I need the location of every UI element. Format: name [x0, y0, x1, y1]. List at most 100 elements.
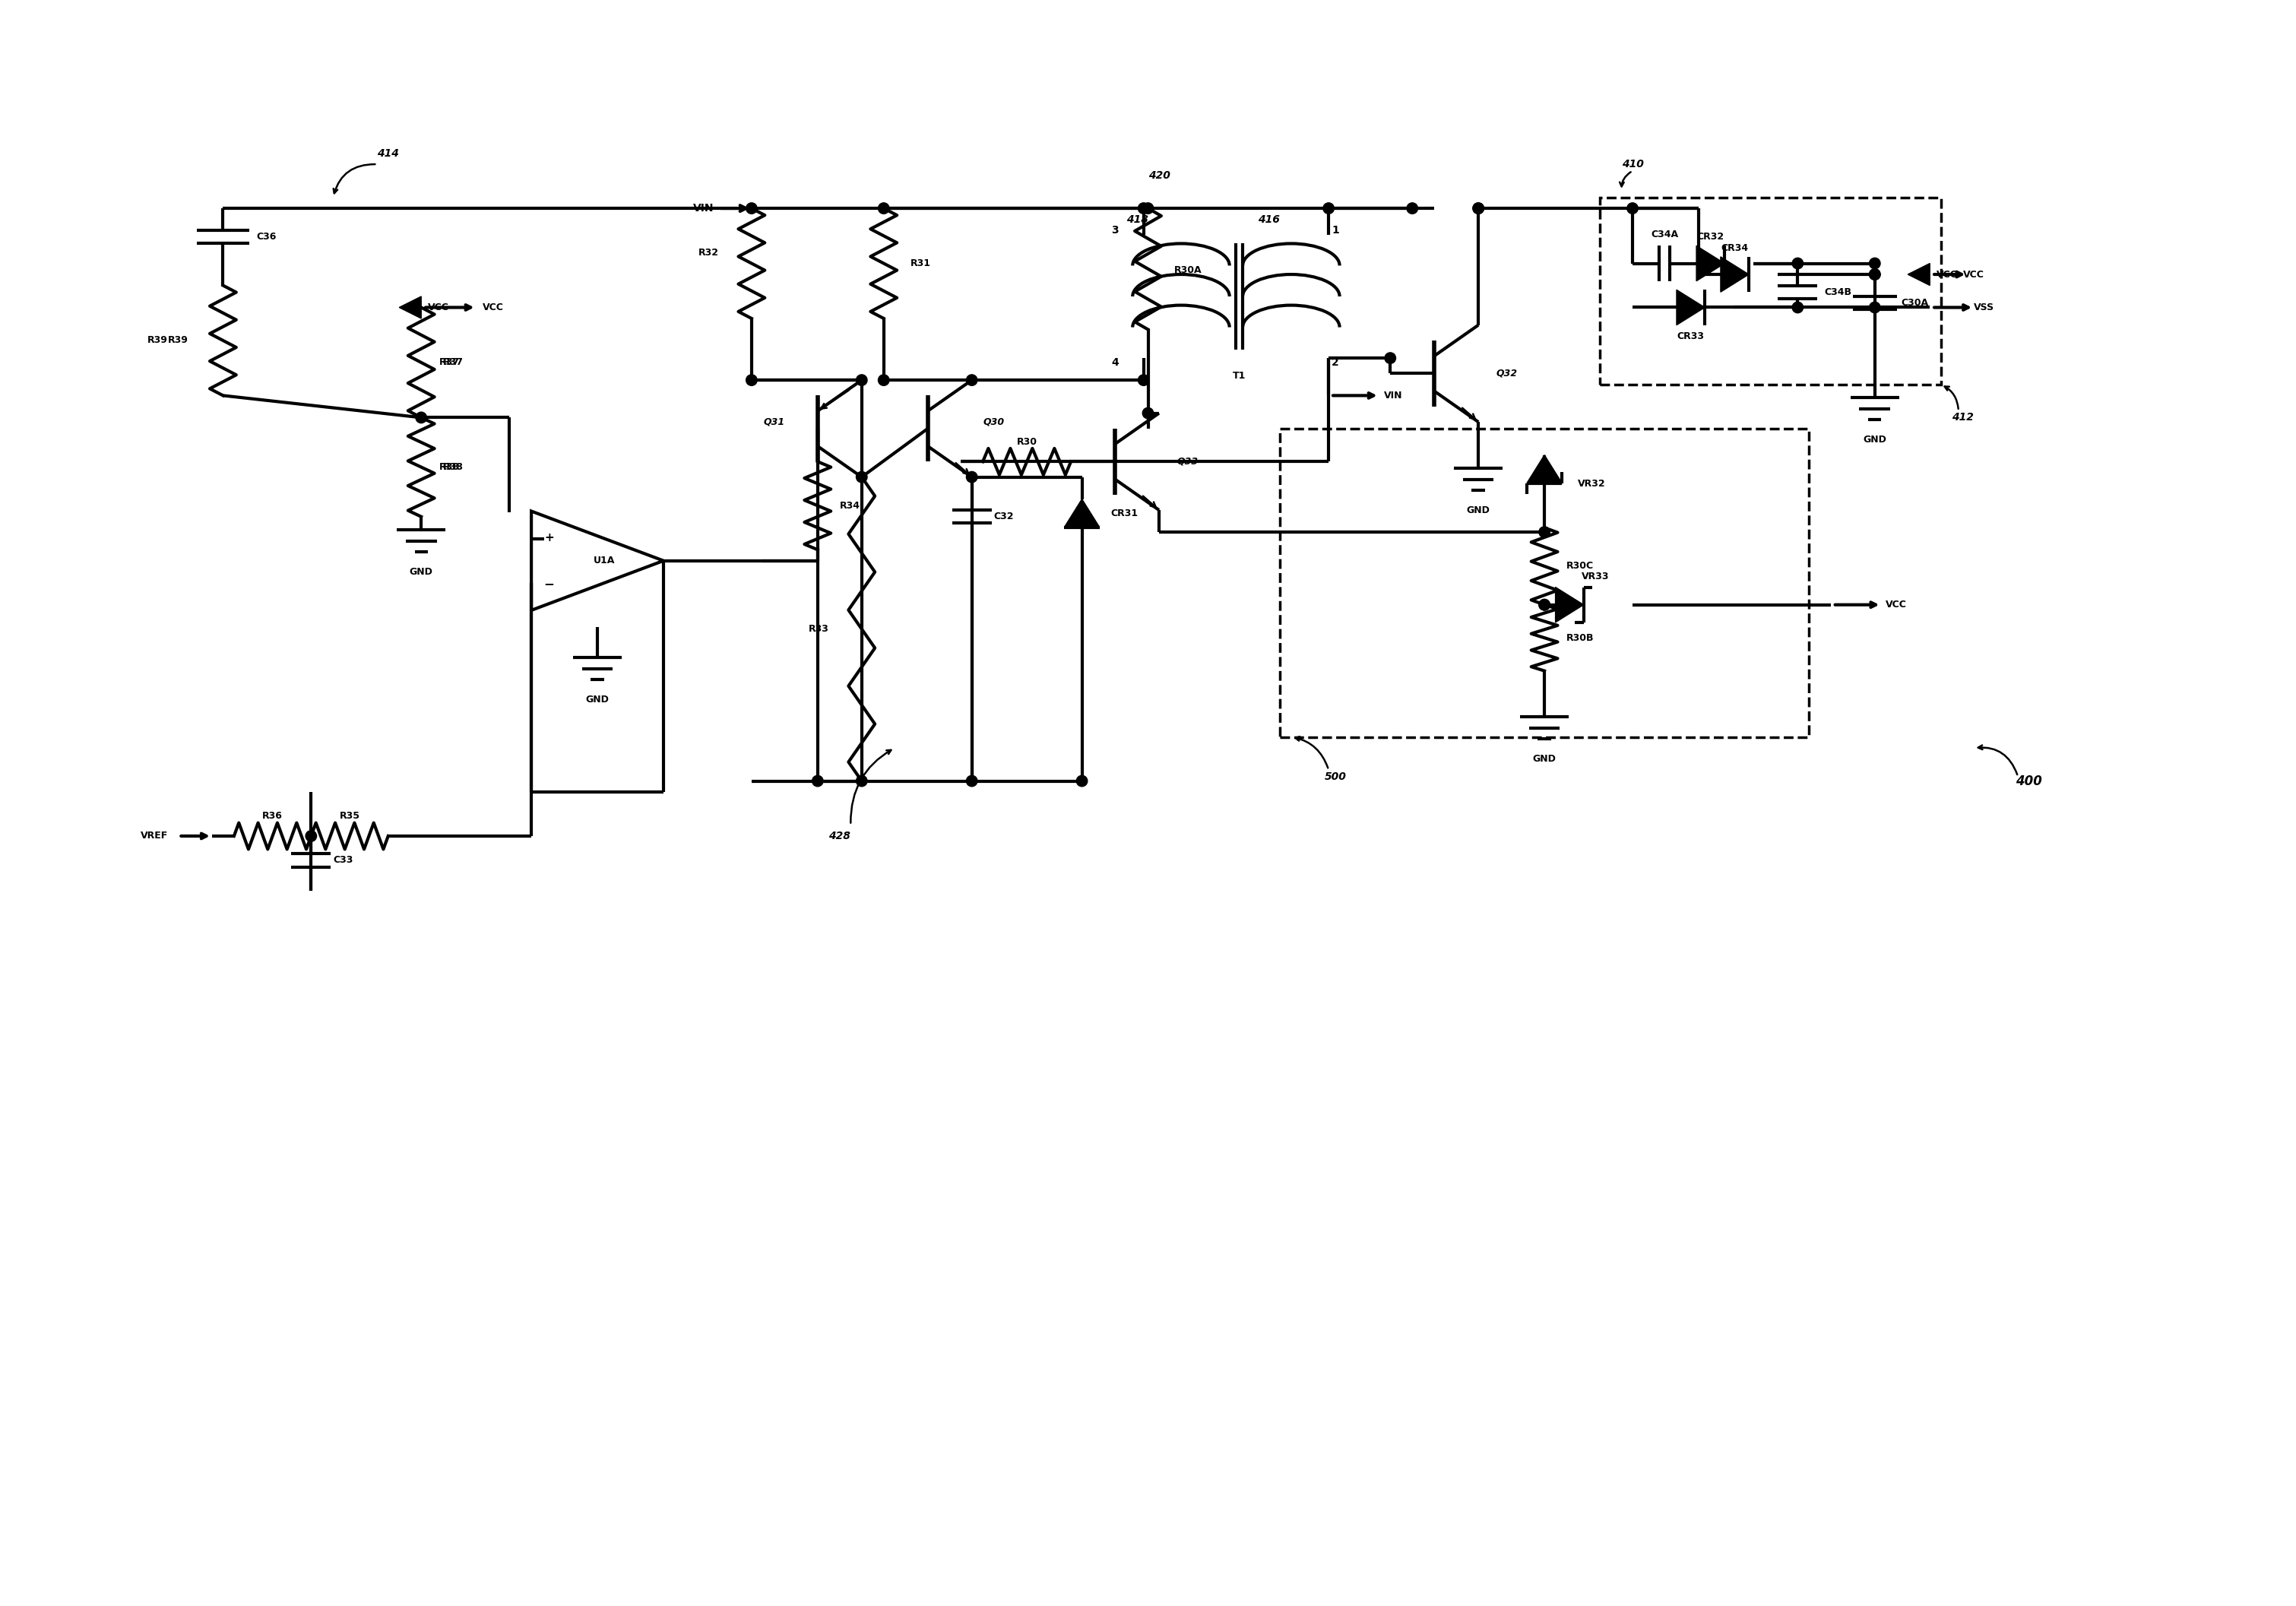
- Circle shape: [1322, 202, 1334, 214]
- Text: VSS: VSS: [1975, 302, 1995, 313]
- Circle shape: [746, 374, 758, 385]
- Text: GND: GND: [585, 694, 608, 705]
- Circle shape: [1869, 302, 1880, 313]
- Circle shape: [1869, 268, 1880, 279]
- Circle shape: [967, 472, 978, 482]
- Text: CR33: CR33: [1676, 331, 1704, 340]
- Text: R37: R37: [439, 358, 459, 368]
- Text: C36: C36: [257, 231, 276, 243]
- Polygon shape: [400, 297, 420, 318]
- Text: VREF: VREF: [140, 830, 168, 842]
- Polygon shape: [1527, 454, 1561, 483]
- Circle shape: [1793, 302, 1802, 313]
- Text: R35: R35: [340, 811, 360, 821]
- Circle shape: [1538, 599, 1550, 610]
- Text: R30A: R30A: [1176, 265, 1203, 275]
- Polygon shape: [1065, 499, 1100, 527]
- Polygon shape: [1720, 257, 1750, 292]
- Circle shape: [1143, 408, 1153, 419]
- Text: VCC: VCC: [1963, 270, 1984, 279]
- Text: R32: R32: [698, 247, 719, 257]
- Circle shape: [1143, 202, 1153, 214]
- Text: U1A: U1A: [592, 556, 615, 565]
- Text: +: +: [544, 532, 553, 543]
- Text: R36: R36: [262, 811, 282, 821]
- Text: VR32: VR32: [1577, 479, 1605, 488]
- Text: R30C: R30C: [1566, 560, 1593, 572]
- Text: −: −: [544, 577, 553, 591]
- Polygon shape: [1676, 289, 1704, 324]
- Circle shape: [967, 776, 978, 787]
- Text: R31: R31: [909, 259, 930, 268]
- Circle shape: [1077, 776, 1088, 787]
- Text: GND: GND: [1534, 753, 1557, 764]
- Circle shape: [1472, 202, 1483, 214]
- Text: 412: 412: [1952, 413, 1975, 422]
- Circle shape: [416, 413, 427, 422]
- Circle shape: [856, 374, 868, 385]
- Text: R39: R39: [147, 336, 168, 345]
- Circle shape: [746, 202, 758, 214]
- Text: Q31: Q31: [762, 418, 785, 427]
- Text: R37: R37: [443, 358, 464, 368]
- Text: 500: 500: [1325, 771, 1345, 782]
- Text: GND: GND: [409, 567, 434, 577]
- Circle shape: [877, 374, 889, 385]
- Circle shape: [305, 830, 317, 842]
- Text: 2: 2: [1332, 357, 1339, 368]
- Text: Q30: Q30: [983, 418, 1003, 427]
- Polygon shape: [1697, 246, 1724, 281]
- Text: CR31: CR31: [1111, 507, 1139, 519]
- Text: C34A: C34A: [1651, 230, 1678, 239]
- Text: R38: R38: [443, 463, 464, 472]
- Circle shape: [1869, 259, 1880, 268]
- Text: 400: 400: [2016, 774, 2041, 789]
- Circle shape: [1869, 268, 1880, 279]
- Text: 410: 410: [1621, 159, 1644, 170]
- Text: Q33: Q33: [1176, 456, 1199, 467]
- Text: Q32: Q32: [1497, 368, 1518, 379]
- Polygon shape: [1908, 263, 1931, 286]
- Circle shape: [1139, 202, 1148, 214]
- Circle shape: [1472, 202, 1483, 214]
- Text: C32: C32: [994, 512, 1015, 522]
- Text: R33: R33: [808, 625, 829, 634]
- Text: 4: 4: [1111, 357, 1118, 368]
- Text: CR34: CR34: [1722, 243, 1750, 252]
- Text: VIN: VIN: [693, 202, 714, 214]
- Text: VR33: VR33: [1582, 572, 1609, 581]
- Circle shape: [1407, 202, 1419, 214]
- Text: GND: GND: [1467, 506, 1490, 516]
- Text: 414: 414: [377, 148, 400, 159]
- Circle shape: [1384, 353, 1396, 363]
- Text: VCC: VCC: [427, 302, 450, 313]
- Circle shape: [1139, 374, 1148, 385]
- Text: T1: T1: [1233, 371, 1247, 381]
- Text: 418: 418: [1125, 214, 1148, 225]
- Text: VCC: VCC: [1885, 599, 1908, 610]
- Text: 1: 1: [1332, 225, 1339, 236]
- Text: 420: 420: [1148, 170, 1171, 180]
- Circle shape: [1793, 259, 1802, 268]
- Text: 3: 3: [1111, 225, 1118, 236]
- Text: GND: GND: [1862, 435, 1887, 445]
- Text: 428: 428: [829, 830, 850, 842]
- Text: C34B: C34B: [1823, 287, 1851, 297]
- Polygon shape: [1554, 588, 1584, 623]
- Text: CR32: CR32: [1697, 231, 1724, 243]
- Circle shape: [856, 776, 868, 787]
- Circle shape: [1538, 599, 1550, 610]
- Text: R34: R34: [840, 501, 861, 511]
- Text: R30: R30: [1017, 437, 1038, 446]
- Text: VCC: VCC: [482, 302, 505, 313]
- Circle shape: [967, 374, 978, 385]
- Text: C30A: C30A: [1901, 299, 1929, 308]
- Circle shape: [877, 202, 889, 214]
- Text: R38: R38: [439, 463, 459, 472]
- Circle shape: [1538, 527, 1550, 538]
- Text: VIN: VIN: [1384, 390, 1403, 400]
- Text: R30B: R30B: [1566, 633, 1593, 642]
- Circle shape: [1628, 202, 1637, 214]
- Circle shape: [813, 776, 824, 787]
- Text: R39: R39: [168, 336, 188, 345]
